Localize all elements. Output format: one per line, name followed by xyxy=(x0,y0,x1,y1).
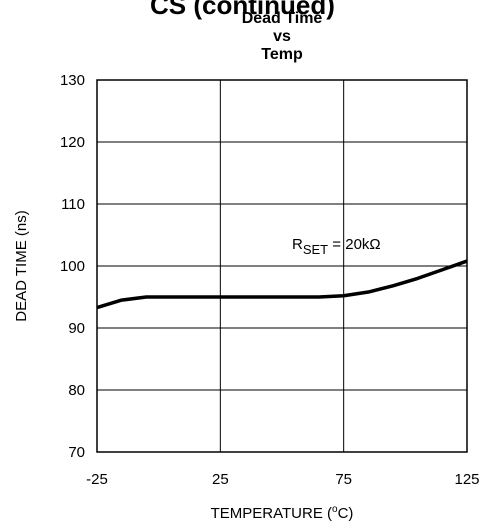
x-label-text: C) xyxy=(338,505,354,522)
y-axis-label: DEAD TIME (ns) xyxy=(13,210,30,321)
x-tick-label: 25 xyxy=(212,471,229,488)
y-tick-label: 100 xyxy=(60,258,85,275)
x-axis-label: TEMPERATURE (oC) xyxy=(211,504,354,522)
annotation-text: = 20kΩ xyxy=(328,236,381,253)
y-tick-label: 110 xyxy=(61,196,85,213)
data-line xyxy=(96,259,468,310)
x-tick-label: -25 xyxy=(86,471,108,488)
chart-title: vs xyxy=(273,28,291,45)
annotation-text: R xyxy=(292,236,303,253)
chart-title: Temp xyxy=(261,46,303,63)
plot-frame xyxy=(96,79,468,453)
x-label-text: TEMPERATURE ( xyxy=(211,505,332,522)
page-header: CS (continued) xyxy=(150,0,335,20)
y-tick-label: 90 xyxy=(68,320,85,337)
chart-title: Dead Time xyxy=(242,10,323,27)
annotation-sub: SET xyxy=(303,242,328,257)
x-tick-label: 125 xyxy=(454,471,479,488)
y-tick-label: 70 xyxy=(68,444,85,461)
y-tick-label: 130 xyxy=(60,72,85,89)
x-label-sup: o xyxy=(332,504,338,515)
y-tick-label: 80 xyxy=(68,382,85,399)
x-tick-label: 75 xyxy=(335,471,352,488)
y-tick-label: 120 xyxy=(60,134,85,151)
annotation: RSET = 20kΩ xyxy=(292,236,381,257)
